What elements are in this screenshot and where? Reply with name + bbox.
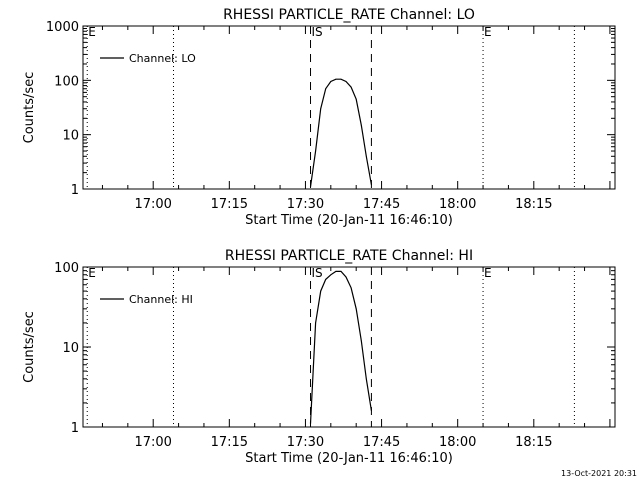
y-axis-label: Counts/sec	[22, 311, 37, 383]
y-tick-label: 1000	[46, 20, 79, 35]
event-marker-label: E	[88, 266, 96, 280]
x-tick-label: 17:30	[287, 197, 324, 212]
y-axis-label: Counts/sec	[22, 72, 37, 144]
data-point	[335, 271, 337, 272]
data-point	[315, 322, 316, 324]
y-tick-label: 1	[71, 183, 79, 198]
series-line	[309, 270, 372, 424]
data-point	[315, 150, 316, 152]
data-point	[360, 124, 362, 126]
x-tick-label: 17:15	[211, 435, 248, 450]
event-marker-label: E	[484, 25, 492, 39]
x-tick-label: 17:15	[211, 197, 248, 212]
data-point	[310, 186, 311, 188]
footer-timestamp: 13-Oct-2021 20:31	[561, 469, 637, 478]
data-point	[340, 271, 342, 272]
y-tick-label: 10	[62, 341, 79, 356]
x-tick-label: 18:15	[515, 435, 552, 450]
data-point	[355, 308, 357, 310]
data-point	[360, 340, 362, 342]
plot-frame	[82, 266, 616, 428]
event-marker-label: E	[88, 25, 96, 39]
data-point	[350, 287, 352, 289]
x-axis-label: Start Time (20-Jan-11 16:46:10)	[245, 451, 453, 466]
event-marker-label: IS	[312, 266, 323, 280]
data-point	[330, 81, 332, 82]
data-point	[365, 155, 367, 157]
y-tick-label: 100	[54, 74, 79, 89]
data-point	[371, 410, 372, 412]
series-line	[309, 78, 372, 187]
chart-title: RHESSI PARTICLE_RATE Channel: LO	[223, 7, 475, 23]
data-point	[365, 378, 367, 380]
data-point	[330, 274, 332, 276]
chart-title: RHESSI PARTICLE_RATE Channel: HI	[225, 248, 473, 264]
x-tick-label: 17:45	[363, 197, 400, 212]
data-point	[355, 98, 357, 100]
y-tick-label: 100	[54, 261, 79, 276]
x-tick-label: 17:00	[134, 197, 171, 212]
x-tick-label: 17:30	[287, 435, 324, 450]
data-point	[335, 78, 337, 80]
chart-panel-2: RHESSI PARTICLE_RATE Channel: HI 1 10 100 17…	[22, 248, 616, 466]
data-point	[350, 86, 352, 88]
data-point	[345, 81, 347, 82]
data-point	[325, 278, 327, 280]
data-point	[310, 423, 311, 425]
legend-label: Channel: HI	[129, 293, 193, 306]
event-marker-label: IS	[312, 25, 323, 39]
data-point	[371, 184, 372, 186]
plot-frame	[82, 25, 616, 190]
data-point	[345, 276, 347, 278]
data-point	[325, 88, 327, 90]
data-point	[320, 108, 322, 110]
legend-label: Channel: LO	[129, 52, 196, 65]
x-tick-label: 17:00	[134, 435, 171, 450]
y-tick-label: 1	[71, 421, 79, 436]
chart-panel-1: RHESSI PARTICLE_RATE Channel: LO 1 10 100 10…	[22, 7, 616, 228]
x-tick-label: 18:00	[439, 197, 476, 212]
data-point	[320, 290, 322, 292]
x-tick-label: 17:45	[363, 435, 400, 450]
x-axis-label: Start Time (20-Jan-11 16:46:10)	[245, 213, 453, 228]
y-tick-label: 10	[62, 129, 79, 144]
data-point	[340, 78, 342, 80]
x-tick-label: 18:15	[515, 197, 552, 212]
event-marker-label: E	[484, 266, 492, 280]
x-tick-label: 18:00	[439, 435, 476, 450]
